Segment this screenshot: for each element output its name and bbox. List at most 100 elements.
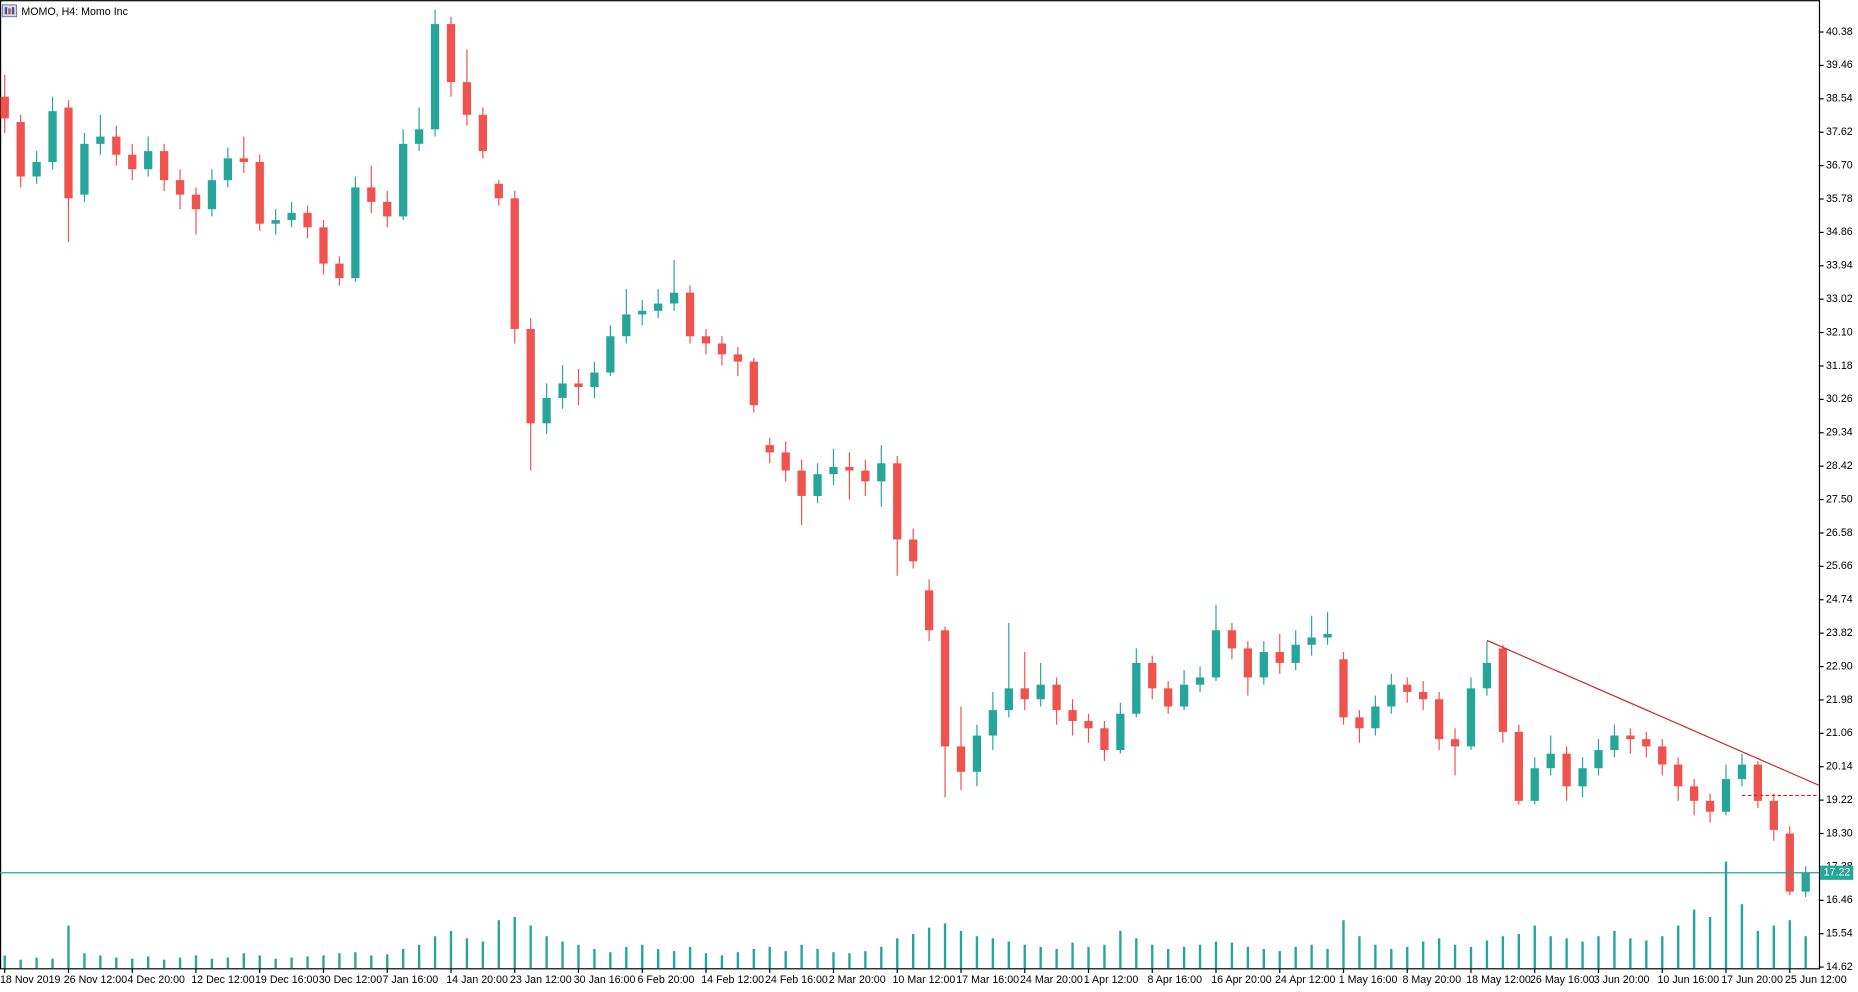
volume-bar bbox=[83, 953, 86, 969]
volume-bar bbox=[561, 941, 564, 969]
candle-body bbox=[1004, 688, 1013, 711]
x-tick-label: 4 Dec 20:00 bbox=[128, 974, 186, 986]
candle-body bbox=[1259, 652, 1268, 678]
volume-bar bbox=[656, 949, 660, 969]
volume-bar bbox=[1214, 941, 1218, 969]
volume-bar bbox=[146, 956, 150, 969]
candle-body bbox=[271, 220, 280, 224]
candle-body bbox=[159, 151, 169, 181]
volume-bar bbox=[338, 953, 341, 969]
y-tick-label: 35.78 bbox=[1826, 193, 1853, 205]
y-tick-label: 28.42 bbox=[1826, 460, 1853, 472]
y-tick-label: 23.82 bbox=[1826, 627, 1853, 639]
volume-bar bbox=[1103, 944, 1106, 969]
candle-body bbox=[32, 161, 41, 177]
candle-body bbox=[494, 183, 503, 199]
candle-body bbox=[1116, 713, 1125, 751]
candle-body bbox=[1403, 684, 1412, 692]
y-tick-label: 32.10 bbox=[1826, 326, 1853, 338]
y-tick-label: 33.94 bbox=[1826, 260, 1853, 272]
volume-bar bbox=[816, 949, 819, 969]
candle-body bbox=[1626, 735, 1635, 740]
volume-bar bbox=[242, 953, 245, 969]
volume-bar bbox=[784, 951, 787, 969]
candle-body bbox=[1323, 633, 1332, 638]
candle-body bbox=[558, 383, 567, 398]
volume-bar bbox=[290, 957, 293, 969]
volume-bar bbox=[1645, 940, 1648, 969]
y-tick-label: 29.34 bbox=[1826, 427, 1853, 439]
candle-body bbox=[1387, 684, 1396, 707]
candle-body bbox=[351, 187, 360, 279]
volume-bar bbox=[99, 955, 102, 969]
candle-body bbox=[940, 630, 950, 747]
volume-bar bbox=[704, 953, 708, 969]
candle-body bbox=[972, 735, 982, 772]
volume-bar bbox=[35, 957, 38, 969]
candle-body bbox=[1339, 659, 1348, 718]
volume-bar bbox=[752, 949, 755, 969]
y-tick-label: 34.86 bbox=[1826, 226, 1853, 238]
candle-body bbox=[877, 463, 886, 482]
volume-bar bbox=[1055, 949, 1058, 969]
volume-bar bbox=[1262, 949, 1265, 969]
candle-body bbox=[1578, 768, 1587, 787]
candle-body bbox=[1721, 779, 1731, 812]
current-price-label: 17.22 bbox=[1824, 867, 1851, 879]
candle-body bbox=[1769, 800, 1778, 830]
candle-body bbox=[685, 292, 695, 337]
candle-body bbox=[239, 158, 248, 162]
candle-body bbox=[1227, 630, 1237, 649]
x-tick-label: 23 Jan 12:00 bbox=[510, 974, 572, 986]
volume-bar bbox=[1437, 938, 1441, 969]
candle-body bbox=[1211, 630, 1221, 678]
volume-bar bbox=[1342, 920, 1345, 969]
candle-body bbox=[1610, 735, 1619, 751]
candle-body bbox=[1689, 786, 1699, 801]
volume-bar bbox=[1597, 936, 1600, 969]
y-tick-label: 33.02 bbox=[1826, 293, 1853, 305]
candle-body bbox=[96, 136, 105, 144]
volume-bar bbox=[1310, 944, 1313, 969]
candle-body bbox=[144, 151, 153, 170]
candle-body bbox=[845, 466, 854, 471]
candle-body bbox=[1594, 750, 1603, 769]
volume-bar bbox=[1533, 925, 1536, 969]
candle-body bbox=[1498, 648, 1508, 732]
candle-body bbox=[1434, 699, 1444, 740]
candle-body bbox=[765, 445, 774, 453]
y-tick-label: 36.70 bbox=[1826, 159, 1853, 171]
volume-bar bbox=[51, 958, 54, 969]
candle-body bbox=[1195, 677, 1205, 685]
volume-bar bbox=[1087, 946, 1090, 969]
volume-bar bbox=[131, 958, 134, 969]
candle-body bbox=[924, 590, 934, 631]
volume-bar bbox=[1453, 944, 1457, 969]
volume-bar bbox=[178, 957, 182, 969]
x-tick-label: 10 Mar 12:00 bbox=[893, 974, 956, 986]
volume-bar bbox=[3, 955, 6, 969]
candle-body bbox=[813, 474, 822, 496]
candle-body bbox=[16, 122, 25, 177]
candle-body bbox=[191, 194, 201, 210]
y-tick-label: 25.66 bbox=[1826, 560, 1853, 572]
x-tick-label: 24 Feb 16:00 bbox=[765, 974, 828, 986]
candle-body bbox=[80, 143, 89, 195]
volume-bar bbox=[1613, 930, 1616, 969]
candle-body bbox=[383, 201, 392, 217]
y-tick-label: 14.62 bbox=[1826, 961, 1853, 973]
symbol-icon bbox=[1, 4, 18, 18]
candle-body bbox=[399, 143, 408, 217]
y-tick-label: 18.30 bbox=[1826, 827, 1853, 839]
y-tick-label: 30.26 bbox=[1826, 393, 1853, 405]
candle-body bbox=[1450, 739, 1460, 747]
candle-body bbox=[749, 361, 758, 406]
candle-body bbox=[606, 336, 615, 373]
x-tick-label: 14 Jan 20:00 bbox=[446, 974, 508, 986]
candle-body bbox=[478, 114, 488, 152]
candle-body bbox=[1658, 746, 1667, 765]
x-tick-label: 3 Jun 20:00 bbox=[1594, 974, 1650, 986]
volume-bar bbox=[1182, 946, 1186, 969]
volume-bar bbox=[720, 955, 724, 969]
